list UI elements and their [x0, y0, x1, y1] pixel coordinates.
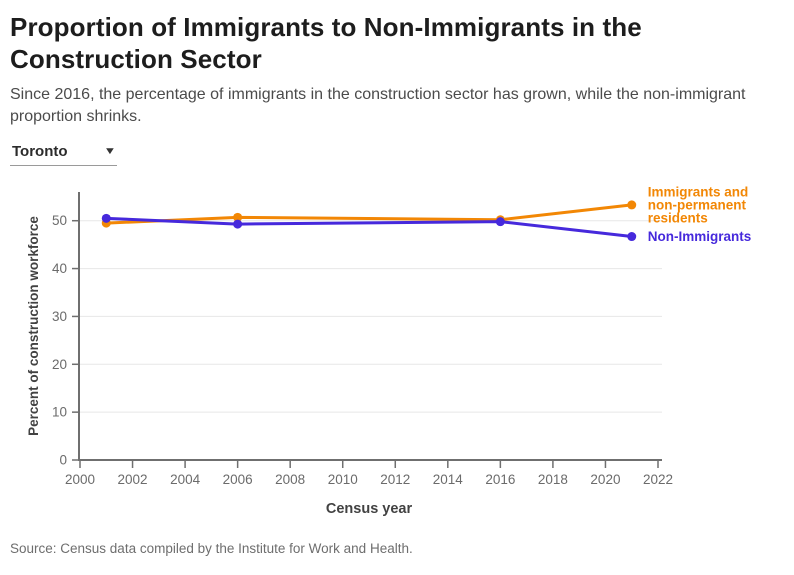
x-axis-title: Census year — [326, 501, 413, 517]
data-point[interactable] — [233, 219, 243, 229]
chevron-down-icon: ▼ — [103, 145, 117, 157]
x-tick-label: 2008 — [275, 472, 305, 487]
x-tick-label: 2006 — [223, 472, 253, 487]
y-tick-label: 20 — [52, 357, 67, 372]
y-tick-label: 50 — [52, 213, 67, 228]
source-note: Source: Census data compiled by the Inst… — [10, 540, 413, 556]
chart-container: 0 10 20 30 40 50 2000 2002 2004 2006 2008 2010 2012 2… — [0, 172, 794, 535]
series-line-1 — [104, 216, 634, 238]
x-tick-label: 2000 — [65, 472, 95, 487]
legend-label-0: non-permanent — [648, 197, 747, 212]
y-tick-label: 40 — [52, 261, 67, 276]
y-tick-label: 0 — [59, 452, 67, 467]
x-tick-label: 2002 — [118, 472, 148, 487]
region-dropdown-value: Toronto — [12, 142, 68, 160]
page-subtitle: Since 2016, the percentage of immigrants… — [10, 86, 746, 125]
chart-header: Proportion of Immigrants to Non-Immigran… — [0, 0, 794, 127]
legend-label-0: residents — [648, 210, 708, 225]
x-tick-label: 2020 — [590, 472, 620, 487]
x-tick-label: 2018 — [538, 472, 568, 487]
x-tick-label: 2016 — [485, 472, 515, 487]
x-tick-label: 2012 — [380, 472, 410, 487]
line-chart: 0 10 20 30 40 50 2000 2002 2004 2006 2008 2010 2012 2… — [26, 184, 752, 517]
data-point[interactable] — [233, 212, 243, 222]
data-point[interactable] — [627, 231, 637, 241]
page-title: Proportion of Immigrants to Non-Immigran… — [10, 12, 642, 74]
x-tick-label: 2010 — [328, 472, 358, 487]
x-tick-label: 2014 — [433, 472, 464, 487]
y-tick-label: 30 — [52, 309, 67, 324]
y-axis-title: Percent of construction workforce — [26, 216, 41, 436]
legend-label-1: Non-Immigrants — [648, 229, 752, 244]
data-point[interactable] — [627, 200, 637, 210]
x-tick-label: 2022 — [643, 472, 673, 487]
legend-label-0: Immigrants and — [648, 184, 749, 199]
y-tick-label: 10 — [52, 405, 67, 420]
x-tick-label: 2004 — [170, 472, 201, 487]
data-point[interactable] — [101, 213, 111, 223]
data-point[interactable] — [495, 217, 505, 227]
region-dropdown[interactable]: Toronto ▼ — [10, 141, 117, 166]
